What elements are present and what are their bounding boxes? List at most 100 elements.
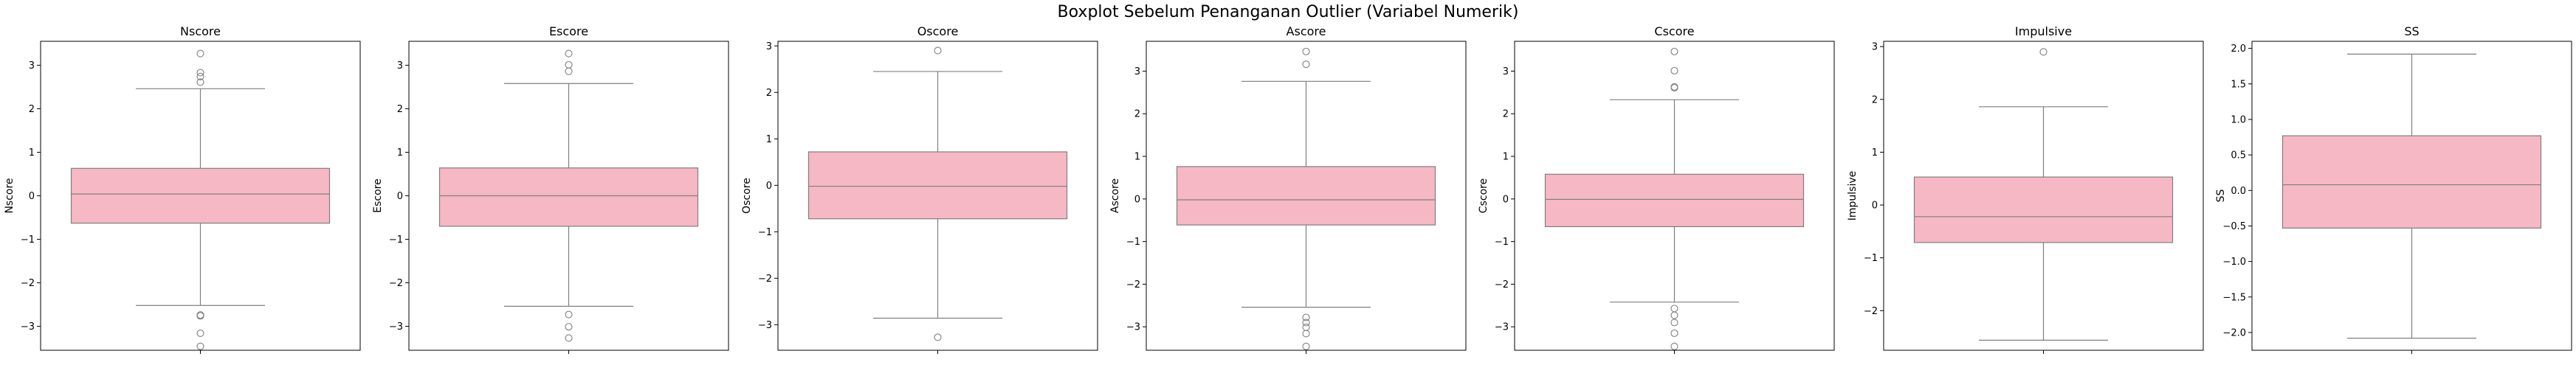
y-tick-label: −1.5 xyxy=(2222,292,2246,303)
boxplot-panel-escore: Escore Escore −3 −2 −1 0 1 2 3 xyxy=(372,24,729,354)
y-tick-label: 3 xyxy=(397,60,403,72)
y-tick-label: −3 xyxy=(21,321,35,333)
outlier-point xyxy=(1670,47,1678,55)
panel-frame xyxy=(1514,41,1835,351)
y-tick-label: −2 xyxy=(1495,279,1509,291)
y-tick-label: −2 xyxy=(389,278,403,289)
outlier-point xyxy=(196,342,204,350)
panel-title: Ascore xyxy=(1287,24,1326,38)
y-tick-label: 0 xyxy=(1134,194,1140,205)
y-tick-label: 3 xyxy=(1872,42,1878,53)
panels-container: Nscore Nscore −3 −2 −1 0 1 2 3 Escore Escore −3 −2 −1… xyxy=(4,24,2572,354)
outlier-point xyxy=(1670,329,1678,337)
y-tick-label: −2 xyxy=(21,278,35,289)
y-tick-label: 0 xyxy=(766,181,772,192)
y-tick-label: 1.5 xyxy=(2231,79,2246,90)
panel-frame xyxy=(1883,41,2204,351)
y-tick-label: −2 xyxy=(758,274,772,285)
outlier-point xyxy=(1302,60,1310,69)
outlier-point xyxy=(1670,342,1678,350)
outlier-point xyxy=(565,334,573,342)
y-tick-label: 1.0 xyxy=(2231,114,2246,125)
y-tick-label: −3 xyxy=(1126,322,1140,333)
iqr-box xyxy=(438,167,699,227)
y-tick-label: 1 xyxy=(1134,152,1140,163)
y-tick-label: −1 xyxy=(1126,237,1140,248)
outlier-point xyxy=(1302,323,1310,331)
y-tick-label: 2 xyxy=(1872,94,1878,105)
outlier-point xyxy=(565,60,573,69)
y-tick-label: −2 xyxy=(1864,306,1878,317)
y-tick-label: 0 xyxy=(1872,201,1878,212)
outlier-point xyxy=(1670,305,1678,313)
y-tick-label: 3 xyxy=(29,60,35,72)
y-tick-label: −2.0 xyxy=(2222,327,2246,338)
y-tick-label: 2 xyxy=(766,88,772,99)
panel-frame xyxy=(1146,41,1467,351)
outlier-point xyxy=(196,312,204,320)
y-tick-label: −0.5 xyxy=(2222,221,2246,232)
outlier-point xyxy=(1302,313,1310,321)
y-tick-label: −3 xyxy=(1495,322,1509,333)
y-axis-label: Impulsive xyxy=(1847,171,1859,221)
outlier-point xyxy=(1302,47,1310,55)
outlier-point xyxy=(565,49,573,58)
outlier-point xyxy=(1302,330,1310,338)
iqr-box xyxy=(2281,135,2542,229)
boxplot-panel-impulsive: Impulsive Impulsive −2 −1 0 1 2 3 xyxy=(1847,24,2204,354)
outlier-point xyxy=(1670,319,1678,327)
figure-suptitle: Boxplot Sebelum Penanganan Outlier (Vari… xyxy=(1058,3,1519,21)
outlier-point xyxy=(196,72,204,80)
y-tick-label: −1 xyxy=(1864,253,1878,264)
outlier-point xyxy=(2039,48,2048,56)
y-tick-label: 3 xyxy=(1134,66,1140,77)
panel-frame xyxy=(408,41,729,351)
outlier-point xyxy=(196,49,204,58)
y-axis-label: Ascore xyxy=(1109,178,1121,213)
y-tick-label: −2 xyxy=(1126,279,1140,291)
y-tick-label: 3 xyxy=(1503,66,1509,77)
panel-frame xyxy=(40,41,361,351)
boxplot-panel-ascore: Ascore Ascore −3 −2 −1 0 1 2 3 xyxy=(1109,24,1467,354)
y-tick-label: 0 xyxy=(1503,194,1509,205)
y-tick-label: 1 xyxy=(1503,152,1509,163)
y-tick-label: 0.5 xyxy=(2231,150,2246,161)
y-tick-label: 2 xyxy=(1134,109,1140,120)
y-tick-label: −1 xyxy=(1495,237,1509,248)
y-tick-label: 3 xyxy=(766,41,772,52)
outlier-point xyxy=(565,310,573,319)
y-tick-label: −1.0 xyxy=(2222,257,2246,268)
outlier-point xyxy=(196,329,204,338)
iqr-box xyxy=(807,151,1068,220)
y-tick-label: 1 xyxy=(766,134,772,145)
y-tick-label: 0 xyxy=(397,191,403,202)
y-tick-label: 1 xyxy=(29,147,35,159)
y-tick-label: 2 xyxy=(29,104,35,115)
panel-title: Impulsive xyxy=(2015,24,2072,38)
y-axis-label: Oscore xyxy=(741,178,753,214)
outlier-point xyxy=(1670,83,1678,92)
outlier-point xyxy=(1302,319,1310,327)
y-tick-label: −1 xyxy=(758,227,772,238)
iqr-box xyxy=(1544,173,1805,228)
y-tick-label: 0 xyxy=(29,191,35,202)
y-tick-label: 1 xyxy=(1872,147,1878,159)
y-axis-label: Cscore xyxy=(1478,178,1490,213)
outlier-point xyxy=(196,69,204,77)
outlier-point xyxy=(196,78,204,86)
y-tick-label: −1 xyxy=(21,234,35,246)
iqr-box xyxy=(1913,176,2174,243)
boxplot-panel-ss: SS SS −2.0 −1.5 −1.0 −0.5 0.0 0.5 1.0 1.5 2.0 xyxy=(2215,24,2572,354)
boxplot-panel-nscore: Nscore Nscore −3 −2 −1 0 1 2 3 xyxy=(4,24,361,354)
y-axis-label: Escore xyxy=(372,178,384,212)
iqr-box xyxy=(70,167,331,224)
outlier-point xyxy=(1302,342,1310,350)
panel-title: Cscore xyxy=(1654,24,1694,38)
iqr-box xyxy=(1176,166,1436,226)
outlier-point xyxy=(934,333,942,341)
boxplot-panel-oscore: Oscore Oscore −3 −2 −1 0 1 2 3 xyxy=(741,24,1098,354)
y-tick-label: −3 xyxy=(758,320,772,331)
panel-frame xyxy=(777,41,1098,351)
y-axis-label: SS xyxy=(2215,190,2227,203)
